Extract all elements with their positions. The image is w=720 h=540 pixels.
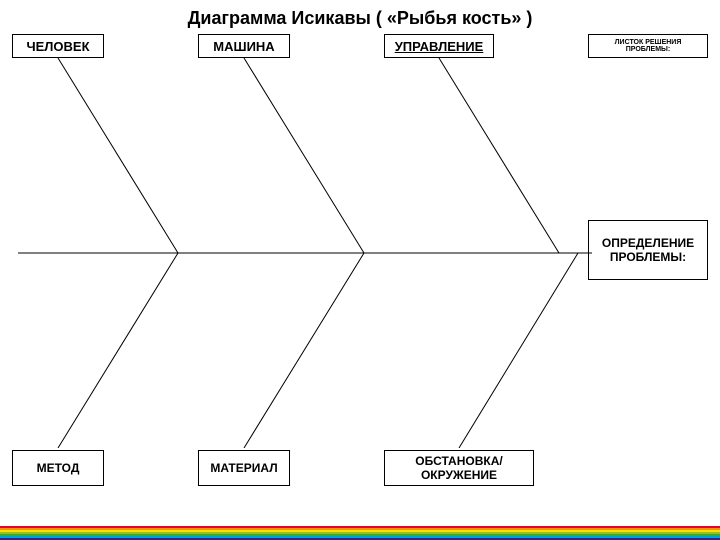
problem-definition-box: ОПРЕДЕЛЕНИЕ ПРОБЛЕМЫ: (588, 220, 708, 280)
category-box-top-1: МАШИНА (198, 34, 290, 58)
category-box-top-2: УПРАВЛЕНИЕ (384, 34, 494, 58)
category-label: МЕТОД (37, 461, 80, 475)
category-box-bottom-1: МАТЕРИАЛ (198, 450, 290, 486)
category-box-bottom-0: МЕТОД (12, 450, 104, 486)
category-label: ОБСТАНОВКА/ ОКРУЖЕНИЕ (415, 454, 502, 482)
problem-definition-label: ОПРЕДЕЛЕНИЕ ПРОБЛЕМЫ: (593, 236, 703, 265)
footer-stripe (0, 526, 720, 540)
category-label: ЧЕЛОВЕК (26, 39, 89, 54)
category-label: МАТЕРИАЛ (210, 461, 277, 475)
problem-sheet-label: ЛИСТОК РЕШЕНИЯ ПРОБЛЕМЫ: (593, 39, 703, 53)
category-box-bottom-2: ОБСТАНОВКА/ ОКРУЖЕНИЕ (384, 450, 534, 486)
category-label: МАШИНА (213, 39, 274, 54)
problem-sheet-box: ЛИСТОК РЕШЕНИЯ ПРОБЛЕМЫ: (588, 34, 708, 58)
category-box-top-0: ЧЕЛОВЕК (12, 34, 104, 58)
category-label: УПРАВЛЕНИЕ (395, 39, 484, 54)
diagram-title: Диаграмма Исикавы ( «Рыбья кость» ) (0, 0, 720, 29)
